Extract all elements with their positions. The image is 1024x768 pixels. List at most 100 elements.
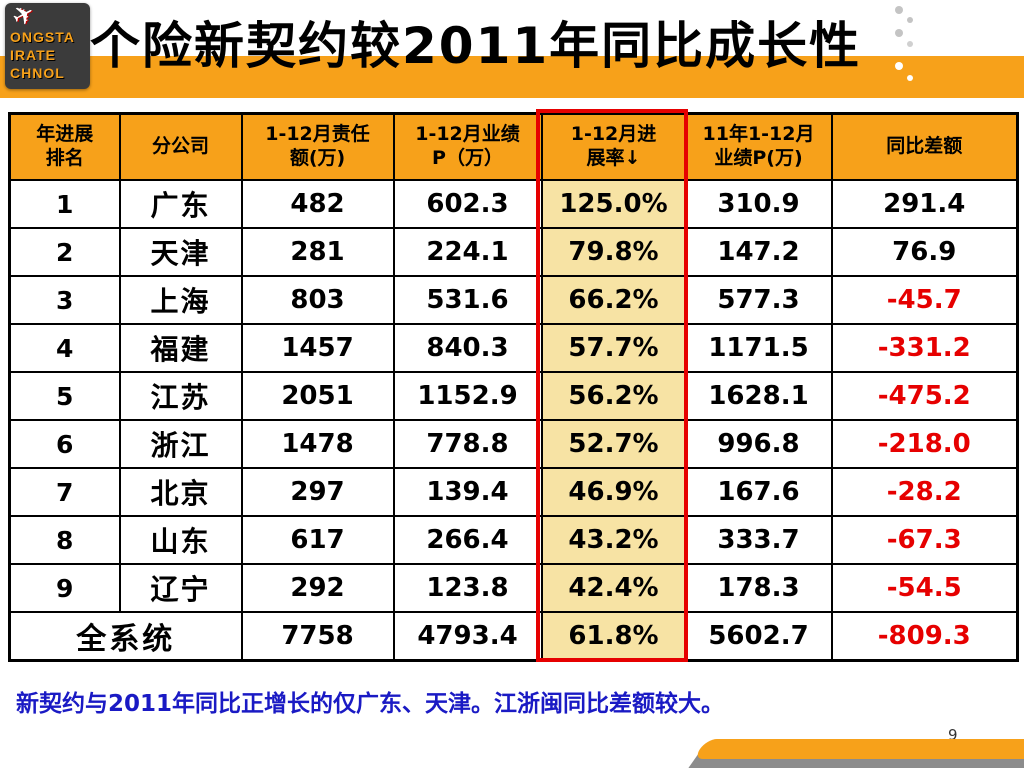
column-header-performance: 1-12月业绩 P（万） — [392, 112, 543, 181]
cell-rank: 1 — [8, 179, 121, 229]
cell-liability: 803 — [240, 275, 395, 325]
table-row: 6 浙江 1478 778.8 52.7% 996.8 -218.0 — [8, 419, 1019, 469]
header-row: 年进展 排名 分公司 1-12月责任 额(万) 1-12月业绩 P（万） 1-1… — [8, 112, 1019, 181]
bottom-right-orange-shape — [692, 739, 1024, 759]
column-header-prev-performance: 11年1-12月 业绩P(万) — [684, 112, 833, 181]
logo-text-line: IRATE — [10, 46, 56, 63]
cell-branch: 江苏 — [118, 371, 243, 421]
table-row: 3 上海 803 531.6 66.2% 577.3 -45.7 — [8, 275, 1019, 325]
total-row: 全系统 7758 4793.4 61.8% 5602.7 -809.3 — [8, 611, 1019, 662]
cell-branch: 天津 — [118, 227, 243, 277]
table-row: 7 北京 297 139.4 46.9% 167.6 -28.2 — [8, 467, 1019, 517]
cell-diff: -218.0 — [830, 419, 1019, 469]
cell-liability: 2051 — [240, 371, 395, 421]
cell-prev-performance: 147.2 — [684, 227, 833, 277]
table-row: 5 江苏 2051 1152.9 56.2% 1628.1 -475.2 — [8, 371, 1019, 421]
cell-prev-performance: 333.7 — [684, 515, 833, 565]
cell-performance: 840.3 — [392, 323, 543, 373]
cell-liability: 617 — [240, 515, 395, 565]
cell-prev-performance: 577.3 — [684, 275, 833, 325]
cell-prev-performance: 1628.1 — [684, 371, 833, 421]
cell-branch: 浙江 — [118, 419, 243, 469]
dots-decoration — [895, 6, 903, 14]
column-header-progress: 1-12月进 展率↓ — [540, 112, 687, 181]
dots-decoration — [907, 75, 913, 81]
cell-performance: 602.3 — [392, 179, 543, 229]
cell-branch: 上海 — [118, 275, 243, 325]
logo-text-line: CHNOL — [10, 64, 65, 81]
cell-diff: 291.4 — [830, 179, 1019, 229]
cell-prev-performance: 310.9 — [684, 179, 833, 229]
cell-performance: 1152.9 — [392, 371, 543, 421]
logo-text: ONGSTA IRATE CHNOL — [10, 29, 75, 83]
cell-liability: 482 — [240, 179, 395, 229]
cell-branch: 福建 — [118, 323, 243, 373]
cell-rank: 9 — [8, 563, 121, 613]
cell-rank: 3 — [8, 275, 121, 325]
page-number: 9 — [948, 726, 958, 744]
dots-decoration — [895, 29, 903, 37]
cell-liability: 297 — [240, 467, 395, 517]
data-table: 年进展 排名 分公司 1-12月责任 额(万) 1-12月业绩 P（万） 1-1… — [8, 112, 1019, 662]
cell-diff: -331.2 — [830, 323, 1019, 373]
cell-branch: 山东 — [118, 515, 243, 565]
dots-decoration — [895, 62, 903, 70]
cell-total-prev-performance: 5602.7 — [684, 611, 833, 662]
table-row: 4 福建 1457 840.3 57.7% 1171.5 -331.2 — [8, 323, 1019, 373]
cell-total-performance: 4793.4 — [392, 611, 543, 662]
cell-liability: 281 — [240, 227, 395, 277]
cell-performance: 139.4 — [392, 467, 543, 517]
cell-prev-performance: 996.8 — [684, 419, 833, 469]
cell-liability: 1478 — [240, 419, 395, 469]
cell-branch: 辽宁 — [118, 563, 243, 613]
cell-progress: 43.2% — [540, 515, 687, 565]
cell-progress: 52.7% — [540, 419, 687, 469]
company-logo: ✈ ONGSTA IRATE CHNOL — [5, 0, 90, 89]
cell-prev-performance: 1171.5 — [684, 323, 833, 373]
cell-progress: 125.0% — [540, 179, 687, 229]
cell-performance: 531.6 — [392, 275, 543, 325]
cell-performance: 224.1 — [392, 227, 543, 277]
cell-progress: 46.9% — [540, 467, 687, 517]
cell-total-progress: 61.8% — [540, 611, 687, 662]
cell-rank: 7 — [8, 467, 121, 517]
table-row: 2 天津 281 224.1 79.8% 147.2 76.9 — [8, 227, 1019, 277]
cell-performance: 266.4 — [392, 515, 543, 565]
column-header-diff: 同比差额 — [830, 112, 1019, 181]
cell-total-liability: 7758 — [240, 611, 395, 662]
table-body: 1 广东 482 602.3 125.0% 310.9 291.4 2 天津 281 224.1 79… — [8, 179, 1019, 662]
cell-progress: 57.7% — [540, 323, 687, 373]
table-row: 9 辽宁 292 123.8 42.4% 178.3 -54.5 — [8, 563, 1019, 613]
logo-text-line: ONGSTA — [10, 29, 75, 45]
slide-title: 个险新契约较2011年同比成长性 — [90, 17, 862, 75]
table-row: 1 广东 482 602.3 125.0% 310.9 291.4 — [8, 179, 1019, 229]
cell-total-diff: -809.3 — [830, 611, 1019, 662]
cell-prev-performance: 178.3 — [684, 563, 833, 613]
dots-decoration — [907, 41, 913, 47]
cell-progress: 66.2% — [540, 275, 687, 325]
cell-total-label: 全系统 — [8, 611, 243, 662]
column-header-liability: 1-12月责任 额(万) — [240, 112, 395, 181]
cell-diff: 76.9 — [830, 227, 1019, 277]
cell-prev-performance: 167.6 — [684, 467, 833, 517]
cell-rank: 2 — [8, 227, 121, 277]
cell-rank: 5 — [8, 371, 121, 421]
cell-liability: 292 — [240, 563, 395, 613]
cell-progress: 42.4% — [540, 563, 687, 613]
cell-rank: 8 — [8, 515, 121, 565]
cell-diff: -28.2 — [830, 467, 1019, 517]
column-header-branch: 分公司 — [118, 112, 243, 181]
cell-branch: 广东 — [118, 179, 243, 229]
cell-liability: 1457 — [240, 323, 395, 373]
title-accent-bar — [0, 56, 1024, 98]
cell-progress: 79.8% — [540, 227, 687, 277]
column-header-rank: 年进展 排名 — [8, 112, 121, 181]
cell-rank: 4 — [8, 323, 121, 373]
dots-decoration — [907, 17, 913, 23]
cell-diff: -475.2 — [830, 371, 1019, 421]
cell-diff: -45.7 — [830, 275, 1019, 325]
cell-performance: 778.8 — [392, 419, 543, 469]
cell-diff: -54.5 — [830, 563, 1019, 613]
cell-branch: 北京 — [118, 467, 243, 517]
